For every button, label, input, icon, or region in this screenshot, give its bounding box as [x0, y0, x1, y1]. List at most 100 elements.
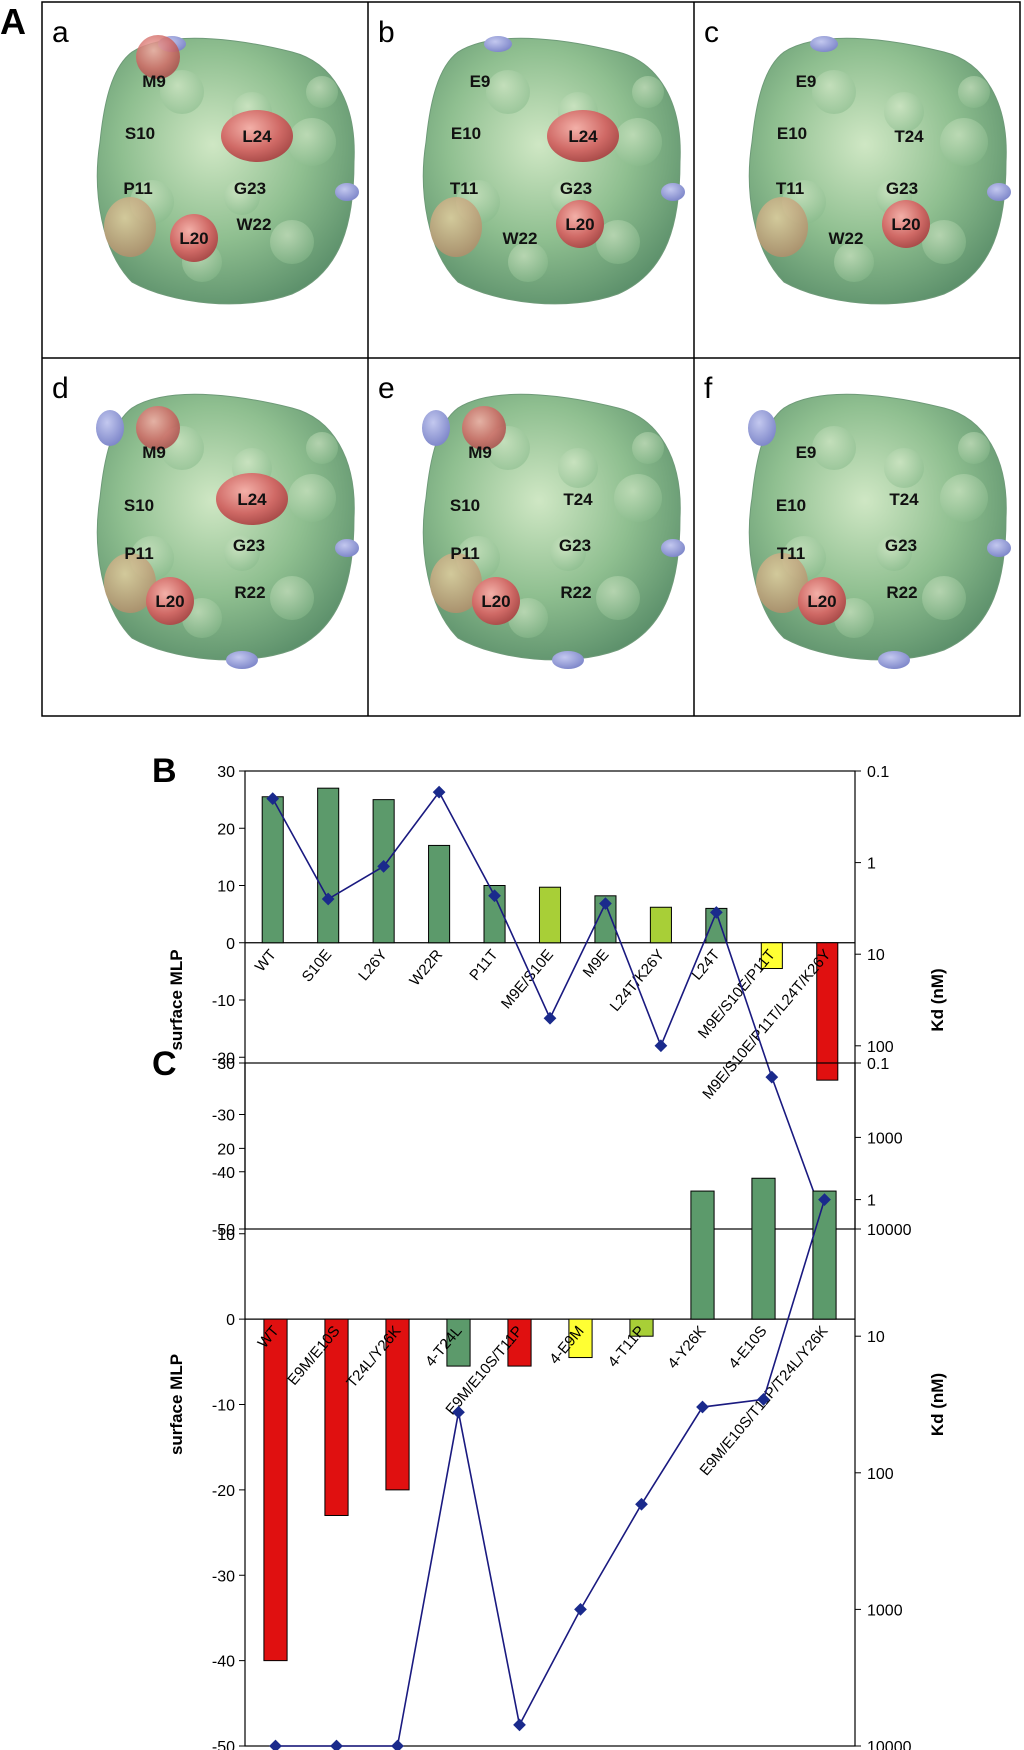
residue-label: E10	[776, 496, 806, 515]
category-label: WT	[252, 946, 280, 975]
y-tick-label: 10	[217, 879, 235, 896]
panel-a-frame	[41, 1, 1021, 717]
residue-label: W22	[503, 229, 538, 248]
residue-hotspot	[462, 406, 506, 450]
surface-blue-patch	[335, 539, 359, 557]
residue-label: T24	[563, 490, 593, 509]
kd-point	[432, 785, 446, 799]
kd-point	[269, 1739, 282, 1750]
surface-bump	[306, 432, 338, 464]
surface-blue-patch	[335, 183, 359, 201]
category-label: M9E	[580, 946, 613, 981]
surface-blue-patch	[810, 36, 838, 52]
residue-label: M9	[468, 443, 492, 462]
chart-b: 3020100-10-20-30-40-500.1110100100010000…	[167, 764, 947, 1239]
residue-hotspot	[221, 110, 293, 162]
y2-axis-title: Kd (nM)	[928, 1373, 947, 1436]
y-tick-label: -40	[212, 1165, 235, 1182]
kd-line	[272, 790, 829, 1230]
surface-bump	[558, 448, 598, 488]
surface-panel-b: b E9 E10 L24 T11 G23 W22 L20	[378, 16, 685, 305]
category-label: L24T/K26Y	[607, 946, 668, 1014]
bar	[568, 1318, 593, 1359]
bar	[751, 1177, 776, 1320]
surface-bump	[884, 92, 924, 132]
residue-label: L20	[891, 215, 920, 234]
residue-label: L24	[237, 490, 267, 509]
surface-blue-patch	[987, 539, 1011, 557]
residue-label: T24	[894, 127, 924, 146]
y2-tick-label: 10	[867, 1329, 885, 1346]
surface-bump	[224, 535, 260, 571]
residue-hotspot	[547, 110, 619, 162]
surface-bump	[288, 118, 336, 166]
category-label: 4-T11P	[605, 1323, 649, 1371]
y-tick-label: 0	[226, 1312, 235, 1329]
residue-label: E9	[796, 443, 817, 462]
bar	[538, 886, 562, 944]
residue-label: L20	[155, 592, 184, 611]
surface-tan-patch	[756, 553, 808, 613]
surface-bump	[306, 76, 338, 108]
surface-blue-patch	[422, 410, 450, 446]
y2-tick-label: 100	[867, 1039, 894, 1056]
bar	[816, 942, 839, 1081]
surface-bump	[270, 576, 314, 620]
residue-label: G23	[886, 179, 918, 198]
y-tick-label: 30	[217, 764, 235, 781]
residue-label: L20	[179, 229, 208, 248]
y-tick-label: -40	[212, 1654, 235, 1671]
surface-tan-patch	[104, 197, 156, 257]
y-tick-label: -50	[212, 1222, 235, 1239]
kd-point	[696, 1400, 709, 1414]
kd-point	[543, 1011, 557, 1025]
surface-bump	[884, 448, 924, 488]
y2-tick-label: 1	[867, 1193, 876, 1210]
y2-tick-label: 100	[867, 1466, 894, 1483]
residue-label: S10	[450, 496, 480, 515]
residue-label: L24	[568, 127, 598, 146]
y-tick-label: -10	[212, 993, 235, 1010]
bar	[629, 1318, 654, 1337]
panel-b-letter: B	[152, 752, 177, 790]
surface-blue-patch	[987, 183, 1011, 201]
surface-bump	[224, 179, 260, 215]
surface-tan-patch	[104, 553, 156, 613]
chart-c: 3020100-10-20-30-40-500.1110100100010000…	[167, 1056, 947, 1750]
bar	[428, 844, 451, 944]
y2-tick-label: 10	[867, 947, 885, 964]
residue-label: E9	[470, 72, 491, 91]
residue-label: P11	[450, 544, 479, 563]
y-tick-label: 0	[226, 936, 235, 953]
y2-tick-label: 10000	[867, 1739, 912, 1750]
residue-label: S10	[124, 496, 154, 515]
bar	[594, 895, 617, 944]
residue-hotspot	[136, 406, 180, 450]
surface-bump	[270, 220, 314, 264]
surface-blue-patch	[552, 651, 584, 669]
surface-panel-label: c	[704, 16, 719, 49]
surface-bump	[596, 220, 640, 264]
bar	[263, 1318, 288, 1662]
surface-bump	[834, 242, 874, 282]
surface-bump	[632, 432, 664, 464]
residue-label: E10	[777, 124, 807, 143]
bar	[261, 796, 284, 944]
y-tick-label: 30	[217, 1056, 235, 1073]
residue-label: P11	[123, 179, 152, 198]
y2-tick-label: 0.1	[867, 764, 889, 781]
surface-bump	[614, 474, 662, 522]
residue-label: E10	[451, 124, 481, 143]
surface-panel-label: f	[704, 372, 713, 405]
y-tick-label: -20	[212, 1050, 235, 1067]
residue-label: L20	[565, 215, 594, 234]
residue-hotspot	[882, 200, 930, 248]
residue-label: T11	[777, 544, 805, 563]
category-label: W22R	[406, 946, 446, 989]
bar	[483, 885, 506, 944]
kd-point	[513, 1718, 526, 1732]
residue-hotspot	[556, 200, 604, 248]
residue-label: G23	[234, 179, 266, 198]
surface-blue-patch	[748, 410, 776, 446]
category-label: P11T	[466, 946, 501, 984]
